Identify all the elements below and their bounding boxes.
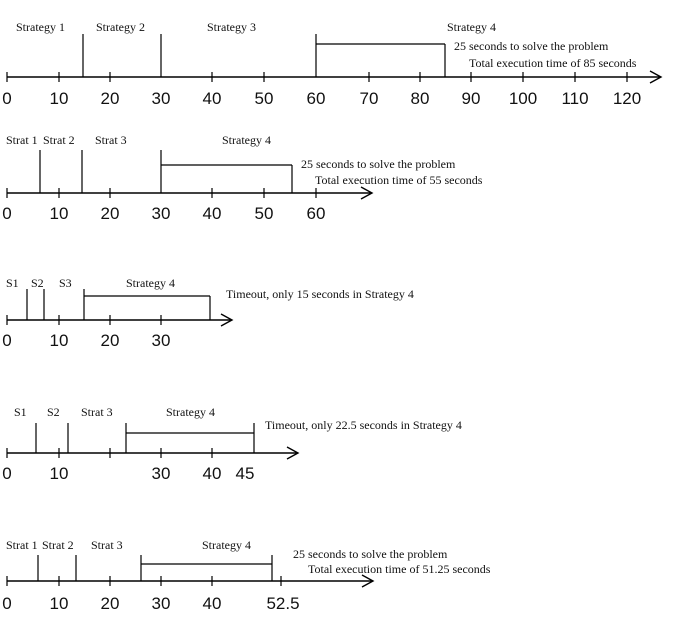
timeline-2-note: Total execution time of 55 seconds — [315, 173, 483, 187]
timeline-4-tick-label: 0 — [2, 464, 11, 483]
timeline-1-tick-label: 100 — [509, 89, 537, 108]
timeline-2-strategy-label: Strat 2 — [43, 133, 75, 147]
timeline-3-strategy-label: Strategy 4 — [126, 276, 175, 290]
timeline-3-note: Timeout, only 15 seconds in Strategy 4 — [226, 287, 414, 301]
timeline-5: 0 10 20 30 40 52.5 Strat 1 Strat 2 Strat… — [2, 538, 491, 613]
timeline-4-strategy-label: S2 — [47, 405, 60, 419]
timeline-2-tick-label: 0 — [2, 204, 11, 223]
timeline-2-strategy-label: Strat 1 — [6, 133, 38, 147]
timeline-1-tick-label: 70 — [360, 89, 379, 108]
timeline-5-strategy-label: Strat 2 — [42, 538, 74, 552]
timeline-1-tick-label: 20 — [101, 89, 120, 108]
timeline-1-tick-label: 90 — [462, 89, 481, 108]
timeline-3-strategy-label: S1 — [6, 276, 19, 290]
timeline-4-tick-label: 45 — [236, 464, 255, 483]
timeline-5-strategy-label: Strat 3 — [91, 538, 123, 552]
timeline-1-strategy-label: Strategy 3 — [207, 20, 256, 34]
timeline-2-tick-label: 10 — [50, 204, 69, 223]
timeline-5-tick-label: 52.5 — [266, 594, 299, 613]
timeline-4-tick-label: 10 — [50, 464, 69, 483]
timeline-5-tick-label: 10 — [50, 594, 69, 613]
timeline-4-strategy-label: Strat 3 — [81, 405, 113, 419]
timeline-5-strategy-label: Strat 1 — [6, 538, 38, 552]
timeline-1-tick-label: 60 — [307, 89, 326, 108]
timeline-1: 0 10 20 30 40 50 60 70 80 90 100 110 120… — [2, 20, 663, 108]
timeline-3-tick-label: 20 — [101, 331, 120, 350]
timeline-5-note: 25 seconds to solve the problem — [293, 547, 448, 561]
timeline-3-strategy-label: S3 — [59, 276, 72, 290]
timeline-1-note: Total execution time of 85 seconds — [469, 56, 637, 70]
timeline-3-arrowhead — [220, 313, 234, 327]
timeline-1-strategy-label: Strategy 2 — [96, 20, 145, 34]
timeline-2-strategy-label: Strategy 4 — [222, 133, 271, 147]
timeline-1-tick-label: 120 — [613, 89, 641, 108]
timeline-2-tick-label: 30 — [152, 204, 171, 223]
timeline-2-tick-label: 60 — [307, 204, 326, 223]
timeline-3: 0 10 20 30 S1 S2 S3 Strategy 4 Timeout, … — [2, 276, 414, 350]
timeline-3-tick-label: 0 — [2, 331, 11, 350]
timeline-5-strategy-label: Strategy 4 — [202, 538, 251, 552]
timeline-1-tick-label: 50 — [255, 89, 274, 108]
timeline-1-tick-label: 10 — [50, 89, 69, 108]
timeline-2-note: 25 seconds to solve the problem — [301, 157, 456, 171]
timeline-1-tick-label: 30 — [152, 89, 171, 108]
timeline-3-strategy-label: S2 — [31, 276, 44, 290]
timeline-1-note: 25 seconds to solve the problem — [454, 39, 609, 53]
timeline-4-arrowhead — [286, 446, 300, 460]
timeline-4: 0 10 30 40 45 S1 S2 Strat 3 Strategy 4 T… — [2, 405, 462, 483]
timeline-2-arrowhead — [360, 186, 374, 200]
timeline-5-note: Total execution time of 51.25 seconds — [308, 562, 491, 576]
timeline-1-tick-label: 80 — [411, 89, 430, 108]
timeline-3-tick-label: 30 — [152, 331, 171, 350]
timeline-4-tick-label: 30 — [152, 464, 171, 483]
timeline-2-tick-label: 20 — [101, 204, 120, 223]
timeline-1-tick-label: 0 — [2, 89, 11, 108]
timeline-1-tick-label: 40 — [203, 89, 222, 108]
timeline-2: 0 10 20 30 40 50 60 Strat 1 Strat 2 Stra… — [2, 133, 483, 223]
timeline-2-tick-label: 50 — [255, 204, 274, 223]
timeline-4-strategy-label: S1 — [14, 405, 27, 419]
timeline-5-tick-label: 30 — [152, 594, 171, 613]
timeline-1-strategy-label: Strategy 4 — [447, 20, 496, 34]
timeline-4-tick-label: 40 — [203, 464, 222, 483]
timeline-4-strategy-label: Strategy 4 — [166, 405, 215, 419]
timeline-1-arrowhead — [649, 70, 663, 84]
timeline-3-tick-label: 10 — [50, 331, 69, 350]
timeline-5-tick-label: 0 — [2, 594, 11, 613]
timeline-1-tick-label: 110 — [561, 89, 588, 108]
timeline-2-tick-label: 40 — [203, 204, 222, 223]
timeline-5-arrowhead — [361, 574, 375, 588]
timeline-5-tick-label: 20 — [101, 594, 120, 613]
timeline-2-strategy-label: Strat 3 — [95, 133, 127, 147]
timeline-5-tick-label: 40 — [203, 594, 222, 613]
timeline-1-strategy-label: Strategy 1 — [16, 20, 65, 34]
timeline-4-note: Timeout, only 22.5 seconds in Strategy 4 — [265, 418, 462, 432]
